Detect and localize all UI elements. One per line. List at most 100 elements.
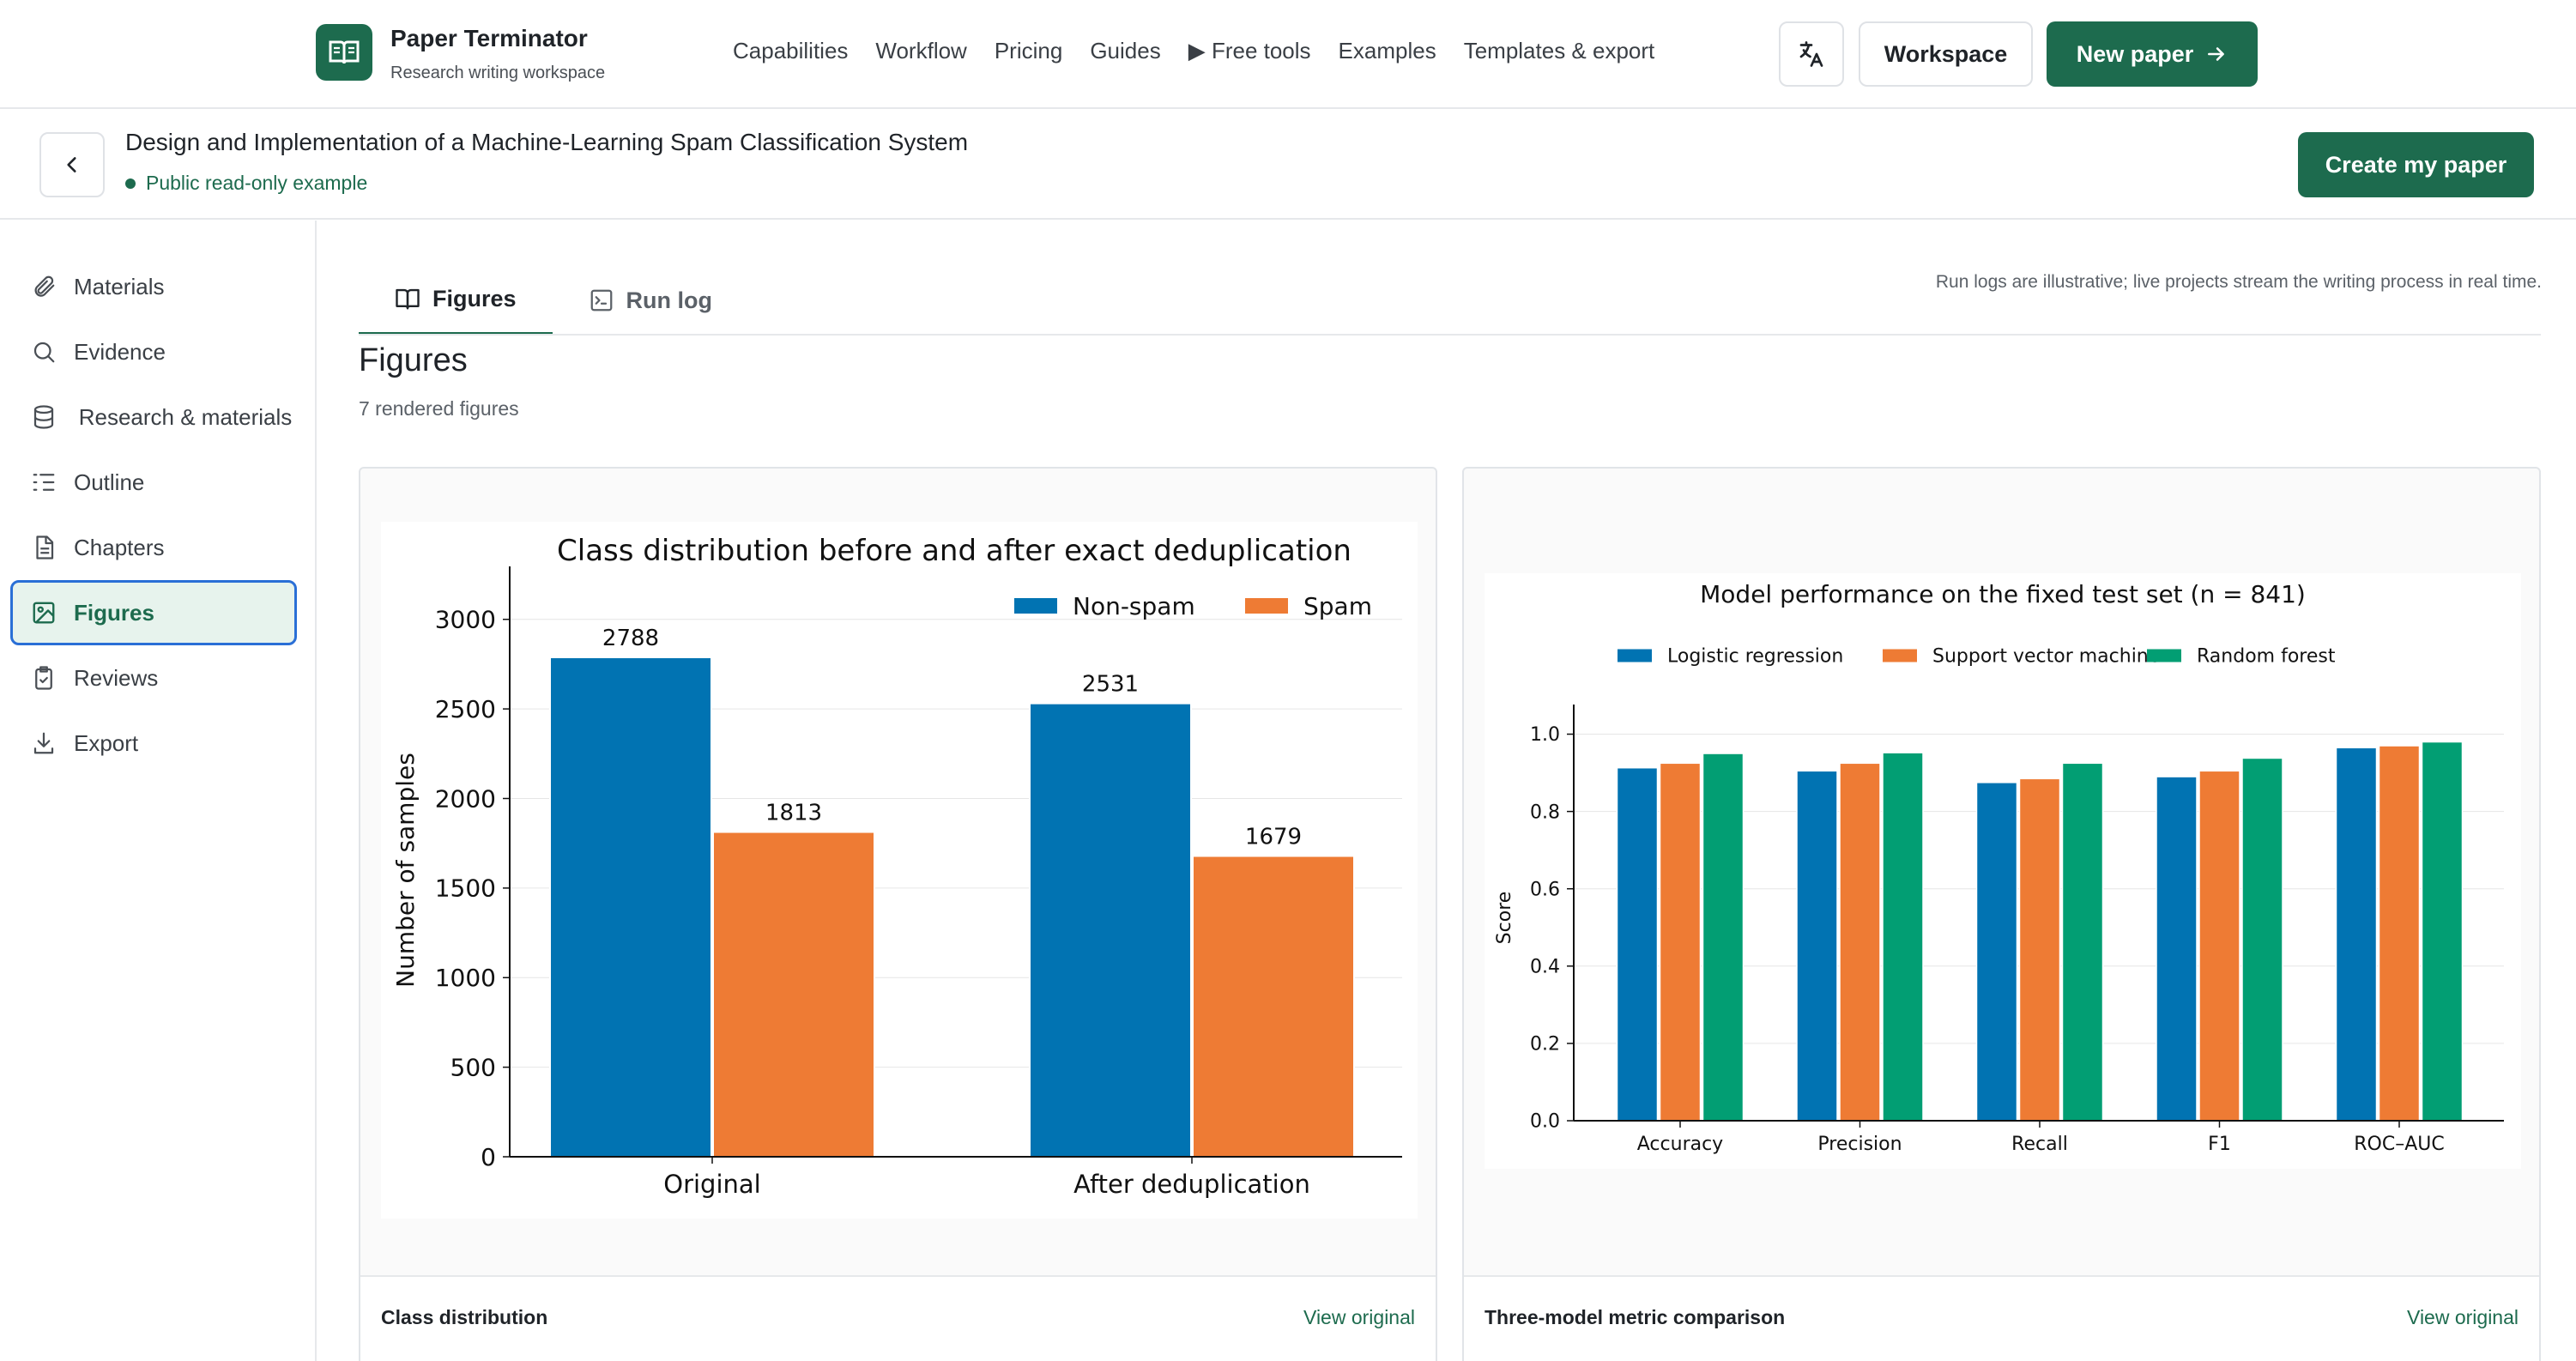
bar-random-forest [2241,757,2283,1122]
language-button[interactable] [1779,21,1844,87]
tab-figures[interactable]: Figures [359,265,553,336]
search-icon [29,337,58,366]
view-original-link[interactable]: View original [1303,1306,1415,1328]
bar-spam [712,831,875,1158]
chevron-left-icon [67,157,76,172]
sidebar-item-outline[interactable]: Outline [10,450,297,515]
brand-subtitle: Research writing workspace [390,64,606,82]
nav-link-free-tools[interactable]: ▶ Free tools [1188,38,1311,64]
legend-label: Non-spam [1073,592,1195,620]
data-label: 1679 [1245,825,1302,850]
new-paper-label: New paper [2076,40,2194,67]
bar-random-forest [1702,753,1745,1122]
card-footer: Class distribution View original [360,1275,1436,1361]
figure-image: Model performance on the fixed test set … [1485,573,2521,1169]
y-tick-label: 2000 [435,784,496,813]
bar-random-forest [2421,741,2464,1122]
view-original-link[interactable]: View original [2407,1306,2519,1328]
bar-support-vector-machine [2378,745,2421,1122]
nav-link-capabilities[interactable]: Capabilities [733,38,849,64]
arrow-right-icon [2208,47,2225,61]
nav-link-templates-export[interactable]: Templates & export [1463,38,1655,64]
figure-card-model-metrics: Model performance on the fixed test set … [1462,467,2541,1361]
paper-title: Design and Implementation of a Machine-L… [125,129,969,155]
card-footer: Three-model metric comparison View origi… [1464,1275,2539,1361]
x-tick-label: ROC–AUC [2354,1134,2444,1155]
main-nav: Capabilities Workflow Pricing Guides ▶ F… [733,38,1654,64]
sidebar-item-reviews[interactable]: Reviews [10,645,297,711]
figure-card-class-distribution: Class distribution before and after exac… [359,467,1437,1361]
legend-label: Random forest [2197,646,2336,668]
y-tick-label: 0.0 [1530,1111,1560,1133]
nav-link-guides[interactable]: Guides [1090,38,1161,64]
tab-label: Figures [432,285,517,312]
sidebar-item-label: Outline [74,469,145,495]
tabs-divider [359,334,2541,336]
sidebar-item-materials[interactable]: Materials [10,254,297,319]
create-my-paper-button[interactable]: Create my paper [2298,132,2534,197]
y-tick-label: 500 [450,1053,496,1081]
y-tick-label: 1000 [435,964,496,992]
legend-label: Support vector machine [1932,646,2160,668]
x-tick-label: After deduplication [1073,1170,1310,1199]
nav-link-examples[interactable]: Examples [1338,38,1436,64]
y-tick-label: 0.6 [1530,879,1560,900]
paperclip-icon [29,272,58,301]
workspace-button[interactable]: Workspace [1859,21,2033,87]
y-tick-label: 1500 [435,874,496,903]
model-metrics-chart: Model performance on the fixed test set … [1494,580,2504,1155]
legend-swatch [1014,598,1057,614]
bar-non-spam [1029,702,1192,1158]
bar-support-vector-machine [1839,762,1881,1122]
y-tick-label: 3000 [435,606,496,634]
x-tick-label: Recall [2011,1134,2068,1155]
x-tick-label: Accuracy [1637,1134,1723,1155]
download-icon [29,729,58,758]
sidebar-item-figures[interactable]: Figures [10,580,297,645]
bar-logistic-regression [1975,782,2018,1122]
sidebar-item-evidence[interactable]: Evidence [10,319,297,384]
tab-run-log[interactable]: Run log [553,265,748,336]
image-icon [29,598,58,627]
bar-support-vector-machine [1659,762,1702,1122]
tab-label: Run log [626,287,713,313]
sidebar-item-research-materials[interactable]: Research & materials [10,384,297,450]
sidebar-item-label: Reviews [74,664,159,691]
new-paper-button[interactable]: New paper [2047,21,2258,87]
sidebar-item-label: Chapters [74,534,165,560]
bar-logistic-regression [1616,766,1659,1122]
y-tick-label: 2500 [435,695,496,723]
section-title: Figures [359,342,468,378]
paper-status: Public read-only example [125,172,367,195]
figure-image: Class distribution before and after exac… [381,522,1418,1219]
clipboard-check-icon [29,663,58,693]
x-tick-label: Original [663,1170,760,1199]
x-tick-label: Precision [1817,1134,1902,1155]
book-open-icon [396,288,420,310]
bar-logistic-regression [2156,776,2198,1122]
sidebar-item-label: Materials [74,273,165,299]
nav-link-workflow[interactable]: Workflow [875,38,967,64]
back-button[interactable] [39,132,105,197]
sidebar-item-chapters[interactable]: Chapters [10,515,297,580]
brand-name[interactable]: Paper Terminator [390,25,588,51]
y-axis-label: Number of samples [391,753,420,988]
data-label: 2531 [1082,672,1139,698]
view-tabs: Figures Run log [359,265,748,336]
sidebar-item-export[interactable]: Export [10,711,297,776]
x-tick-label: F1 [2208,1134,2231,1155]
nav-link-pricing[interactable]: Pricing [994,38,1063,64]
translate-icon [1799,41,1823,67]
bar-random-forest [1882,752,1924,1122]
paper-header: Design and Implementation of a Machine-L… [0,110,2576,220]
chart-title: Class distribution before and after exac… [557,534,1351,568]
brand-logo-icon[interactable] [316,24,372,81]
y-tick-label: 0.4 [1530,957,1560,978]
sidebar: Materials Evidence Research & materials … [0,221,317,1361]
y-tick-label: 0.2 [1530,1034,1560,1056]
legend-swatch [1618,649,1652,662]
terminal-icon [590,289,612,312]
bar-spam [1192,855,1355,1158]
top-navigation-bar: Paper Terminator Research writing worksp… [0,0,2576,109]
list-icon [29,468,58,497]
